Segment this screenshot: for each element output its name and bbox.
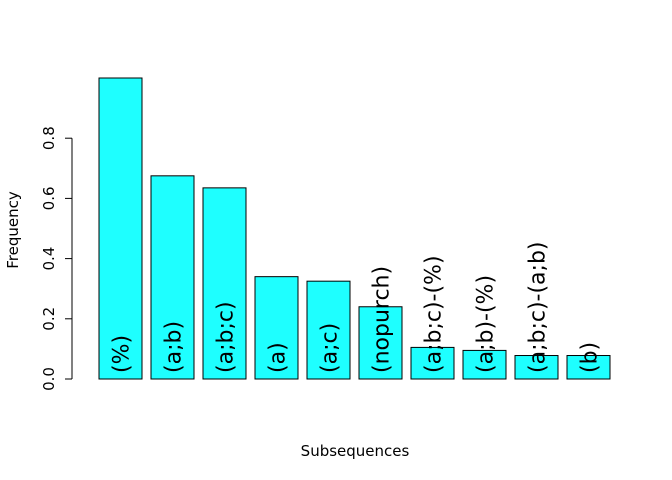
bar [514, 355, 559, 380]
bar [150, 175, 195, 380]
y-tick-label: 0.4 [40, 247, 58, 271]
y-tick-label: 0.2 [40, 307, 58, 331]
bar-labels: (%) (a;b) (a;b;c) (a) (a;c) (nopurch) (a;b;c)-… [110, 242, 603, 374]
bar-label: (a;b)-(%) [474, 275, 499, 373]
bar [202, 187, 247, 380]
bar [98, 77, 143, 380]
bar [566, 355, 611, 380]
bar-label: (%) [110, 335, 135, 373]
bars [98, 77, 611, 380]
bar-label: (a;b) [162, 321, 187, 373]
x-axis-label: Subsequences [301, 442, 410, 460]
bar [462, 349, 507, 380]
bar-label: (nopurch) [370, 266, 395, 373]
y-axis-label: Frequency [4, 191, 22, 269]
bar-label: (a;c) [318, 323, 343, 373]
bar-label: (b) [578, 342, 603, 373]
bar-label: (a;b;c) [214, 301, 239, 373]
bar-label: (a) [266, 342, 291, 373]
y-axis: 0.0 0.2 0.4 0.6 0.8 [40, 126, 73, 391]
y-tick-label: 0.6 [40, 186, 58, 210]
bar-label: (a;b;c)-(%) [422, 255, 447, 373]
y-tick-label: 0.8 [40, 126, 58, 150]
bar [358, 306, 403, 380]
bar [306, 280, 351, 380]
y-tick-label: 0.0 [40, 367, 58, 391]
bar-label: (a;b;c)-(a;b) [526, 242, 551, 374]
bar [410, 346, 455, 380]
bar [254, 276, 299, 380]
